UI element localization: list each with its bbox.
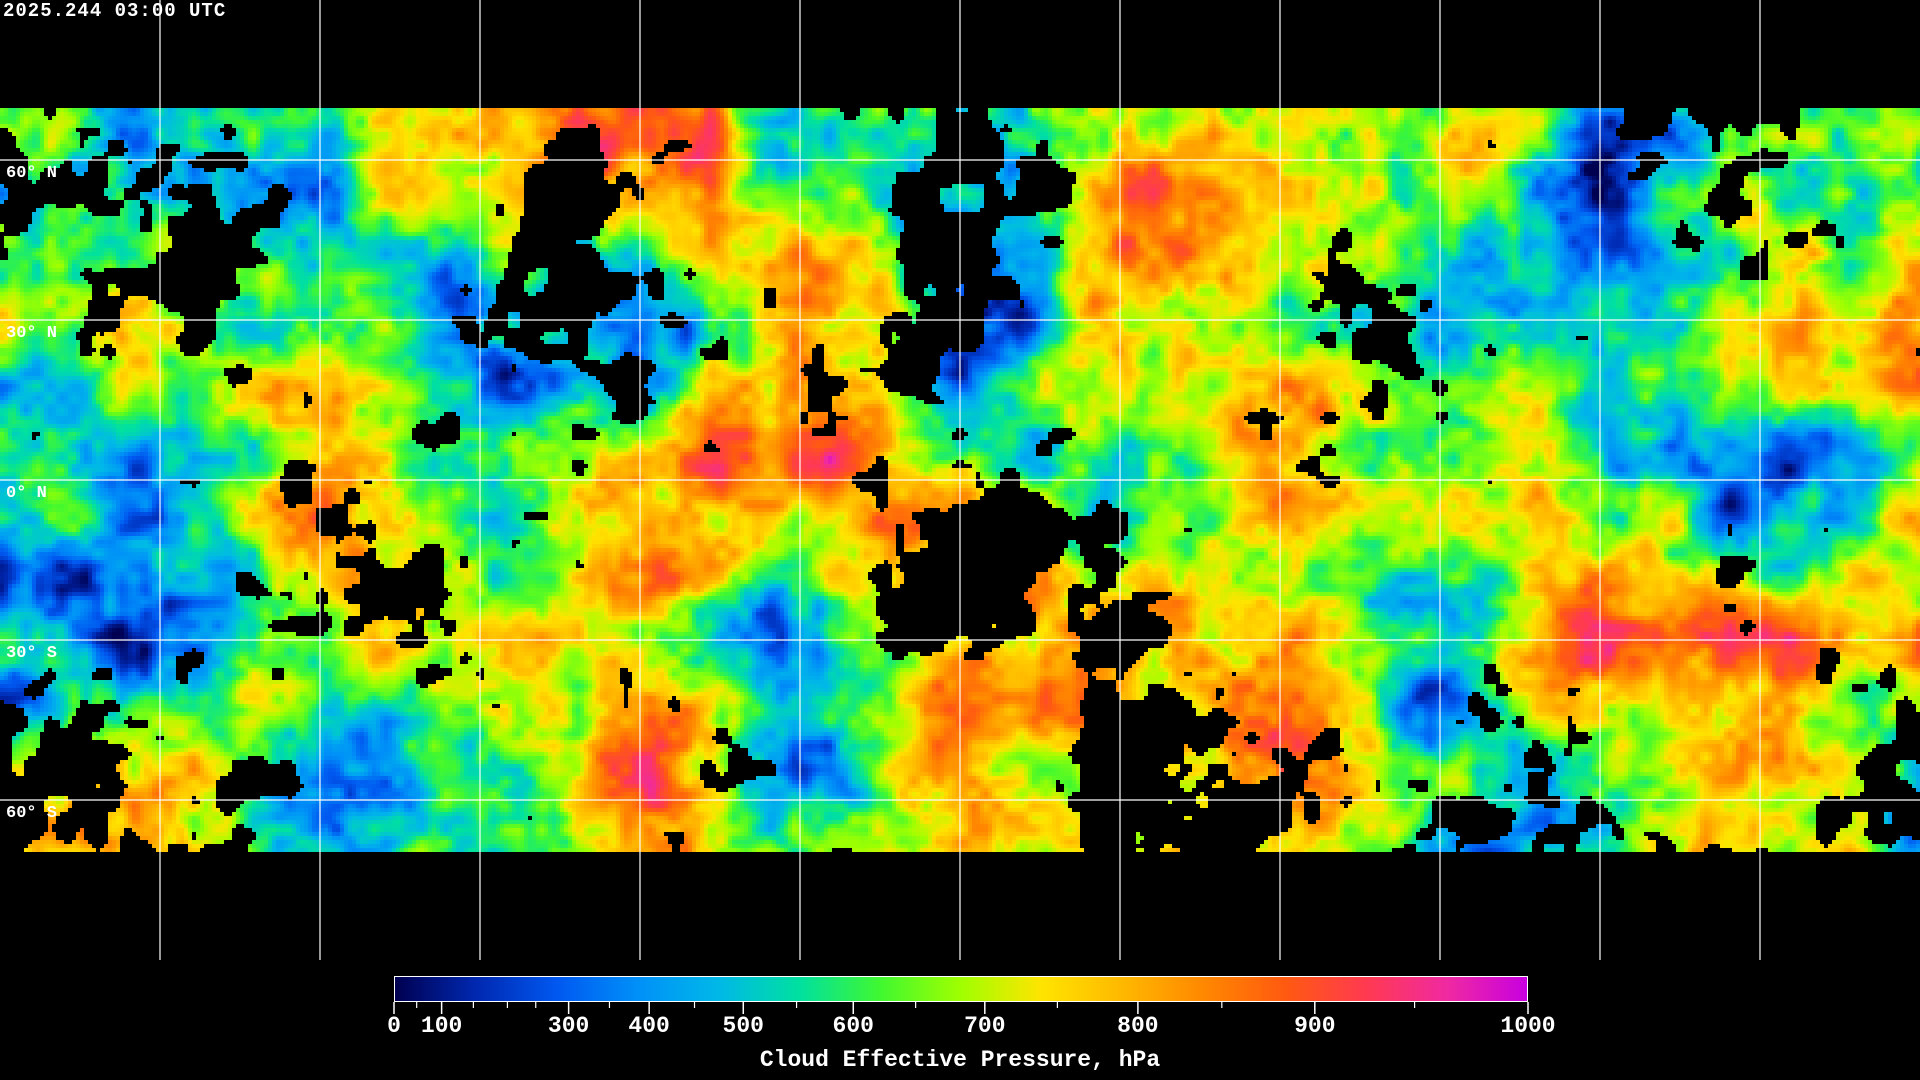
- colorbar: [394, 976, 1528, 1002]
- lat-label-30s: 30° S: [6, 644, 58, 663]
- timestamp-title: 2025.244 03:00 UTC: [3, 0, 227, 22]
- colorbar-tick-label: 900: [1294, 1013, 1336, 1039]
- colorbar-tick-label: 700: [964, 1013, 1006, 1039]
- colorbar-tick-label: 800: [1117, 1013, 1159, 1039]
- colorbar-title: Cloud Effective Pressure, hPa: [759, 1047, 1161, 1073]
- colorbar-tick-label: 400: [628, 1013, 670, 1039]
- lat-label-30n: 30° N: [6, 324, 58, 343]
- lat-label-60n: 60° N: [6, 164, 58, 183]
- colorbar-tick-label: 1000: [1500, 1013, 1556, 1039]
- lat-lon-grid: [0, 0, 1920, 960]
- colorbar-tick-label: 0: [387, 1013, 401, 1039]
- colorbar-tick-label: 600: [832, 1013, 874, 1039]
- lat-label-60s: 60° S: [6, 804, 58, 823]
- colorbar-tick-label: 500: [722, 1013, 764, 1039]
- cloud-pressure-map: 60° N 30° N 0° N 30° S 60° S: [0, 0, 1920, 960]
- colorbar-tick-label: 100: [420, 1013, 463, 1039]
- lat-label-0: 0° N: [6, 484, 47, 503]
- colorbar-tick-label: 300: [547, 1013, 590, 1039]
